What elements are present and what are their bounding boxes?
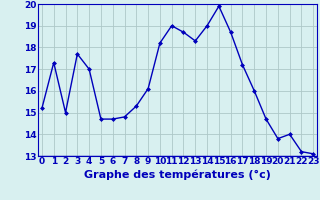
X-axis label: Graphe des températures (°c): Graphe des températures (°c) xyxy=(84,169,271,180)
